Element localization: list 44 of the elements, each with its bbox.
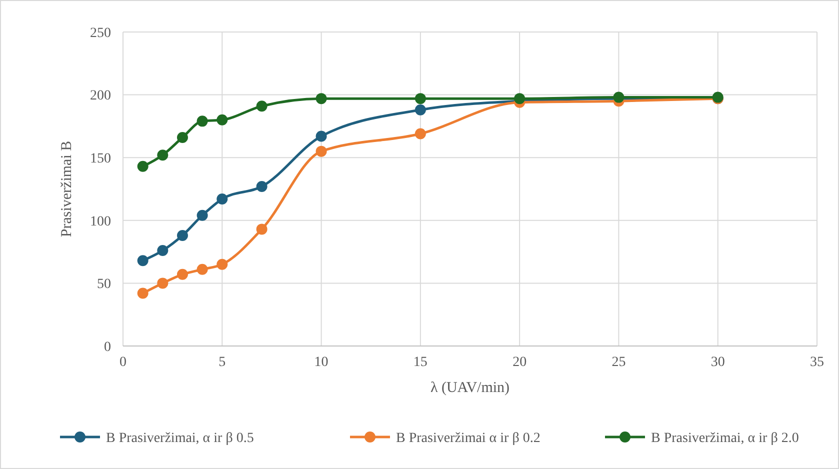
y-tick-label: 250 bbox=[90, 26, 111, 41]
y-tick-label: 50 bbox=[97, 277, 111, 292]
point bbox=[316, 93, 327, 104]
point bbox=[414, 104, 426, 116]
point bbox=[316, 130, 327, 142]
x-tick-label: 30 bbox=[710, 355, 725, 370]
legend-label: B Prasiveržimai, α ir β 2.0 bbox=[651, 430, 799, 446]
y-tick-label: 150 bbox=[90, 152, 111, 166]
point bbox=[157, 245, 168, 256]
y-tick-label: 100 bbox=[90, 214, 111, 230]
y-tick-label: 0 bbox=[104, 340, 111, 355]
point bbox=[414, 93, 426, 104]
x-tick-label: 15 bbox=[413, 355, 428, 370]
point bbox=[316, 146, 327, 157]
y-axis-title: Prasiveržimai B bbox=[59, 140, 75, 238]
point bbox=[157, 278, 168, 289]
y-tick-label: 200 bbox=[90, 88, 111, 104]
point bbox=[137, 288, 148, 299]
x-tick-label: 25 bbox=[612, 355, 626, 370]
point bbox=[414, 128, 426, 140]
point bbox=[256, 100, 268, 112]
point bbox=[256, 224, 268, 235]
point bbox=[196, 210, 208, 221]
x-tick-label: 5 bbox=[218, 355, 226, 370]
x-tick-label: 35 bbox=[810, 355, 824, 370]
point bbox=[137, 160, 148, 172]
point bbox=[176, 132, 188, 144]
point bbox=[176, 230, 188, 241]
point bbox=[216, 114, 228, 126]
x-tick-label: 10 bbox=[314, 355, 328, 370]
x-tick-label: 20 bbox=[512, 355, 527, 370]
legend-label: B Prasiveržimai, α ir β 0.5 bbox=[106, 430, 254, 446]
point bbox=[176, 268, 188, 280]
point bbox=[514, 93, 526, 104]
point bbox=[196, 264, 208, 275]
legend-label: B Prasiveržimai α ir β 0.2 bbox=[396, 430, 540, 446]
x-axis-title: λ (UAV/min) bbox=[430, 380, 510, 396]
point bbox=[196, 116, 208, 127]
point bbox=[216, 258, 228, 270]
x-tick-label: 0 bbox=[120, 355, 126, 370]
point bbox=[157, 150, 168, 161]
point bbox=[137, 255, 148, 266]
point bbox=[256, 180, 268, 192]
point bbox=[216, 194, 228, 205]
